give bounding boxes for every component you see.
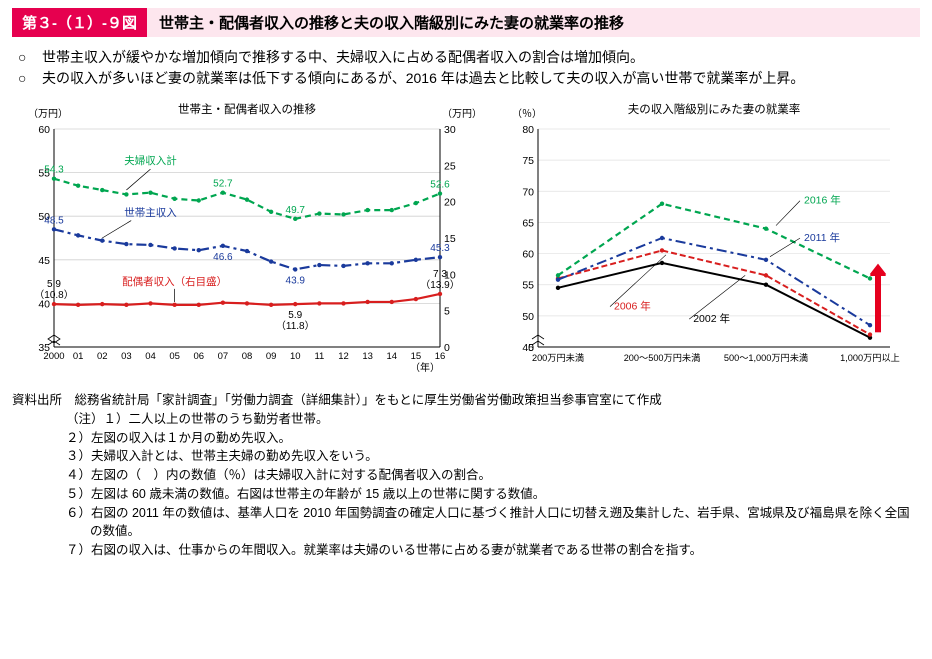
svg-text:2000: 2000: [43, 351, 64, 362]
svg-text:（10.8）: （10.8）: [34, 289, 73, 301]
svg-text:世帯主収入: 世帯主収入: [124, 206, 177, 219]
svg-text:08: 08: [242, 351, 253, 362]
svg-text:30: 30: [444, 124, 456, 136]
source-block: 資料出所 総務省統計局「家計調査」「労働力調査（詳細集計）」をもとに厚生労働省労…: [12, 391, 920, 560]
svg-text:（11.8）: （11.8）: [276, 320, 315, 332]
svg-text:07: 07: [218, 351, 229, 362]
svg-text:60: 60: [38, 124, 50, 136]
svg-text:（％）: （％）: [512, 108, 542, 120]
bullet-text: 夫の収入が多いほど妻の就業率は低下する傾向にあるが、2016 年は過去と比較して…: [42, 68, 804, 89]
svg-text:世帯主・配偶者収入の推移: 世帯主・配偶者収入の推移: [178, 102, 316, 116]
figure-number: 第３-（１）-９図: [12, 8, 147, 37]
note-line: ５）左図は 60 歳未満の数値。右図は世帯主の年齢が 15 歳以上の世帯に関する…: [12, 485, 920, 504]
svg-text:13: 13: [362, 351, 373, 362]
svg-text:2002 年: 2002 年: [693, 312, 730, 325]
svg-text:80: 80: [522, 124, 534, 136]
svg-text:54.3: 54.3: [44, 165, 64, 176]
right-chart-svg: 45505560657075800200万円未満200～500万円未満500～1…: [498, 101, 918, 381]
svg-text:（万円）: （万円）: [28, 108, 68, 120]
svg-text:05: 05: [169, 351, 180, 362]
svg-text:02: 02: [97, 351, 108, 362]
svg-text:5: 5: [444, 306, 450, 318]
note-line: ３）夫婦収入計とは、世帯主夫婦の勤め先収入をいう。: [12, 447, 920, 466]
svg-text:11: 11: [314, 351, 324, 362]
svg-text:48.5: 48.5: [44, 215, 64, 226]
svg-text:70: 70: [522, 186, 534, 198]
svg-text:52.7: 52.7: [213, 179, 233, 190]
svg-text:49.7: 49.7: [286, 205, 306, 216]
svg-text:2016 年: 2016 年: [804, 194, 841, 207]
svg-text:03: 03: [121, 351, 132, 362]
svg-text:500～1,000万円未満: 500～1,000万円未満: [724, 352, 808, 363]
summary-bullets: ○世帯主収入が緩やかな増加傾向で推移する中、夫婦収入に占める配偶者収入の割合は増…: [18, 47, 920, 89]
bullet-circle-icon: ○: [18, 68, 42, 89]
svg-text:09: 09: [266, 351, 277, 362]
svg-text:2011 年: 2011 年: [804, 231, 840, 244]
figure-title: 世帯主・配偶者収入の推移と夫の収入階級別にみた妻の就業率の推移: [147, 8, 920, 37]
note-line: ６）右図の 2011 年の数値は、基準人口を 2010 年国勢調査の確定人口に基…: [12, 504, 920, 542]
svg-text:14: 14: [386, 351, 397, 362]
svg-text:55: 55: [522, 280, 534, 292]
svg-text:25: 25: [444, 160, 456, 172]
svg-text:7.3: 7.3: [433, 269, 447, 280]
svg-text:43.9: 43.9: [286, 275, 306, 286]
svg-text:配偶者収入（右目盛）: 配偶者収入（右目盛）: [122, 275, 227, 288]
svg-text:52.6: 52.6: [430, 180, 450, 191]
svg-text:75: 75: [522, 155, 534, 167]
svg-text:5.9: 5.9: [47, 279, 61, 290]
note-line: ４）左図の（ ）内の数値（％）は夫婦収入計に対する配偶者収入の割合。: [12, 466, 920, 485]
svg-text:夫の収入階級別にみた妻の就業率: 夫の収入階級別にみた妻の就業率: [628, 102, 801, 116]
left-chart-svg: 3540455055600510152025302000010203040506…: [12, 101, 482, 381]
svg-text:50: 50: [522, 311, 534, 323]
svg-text:15: 15: [411, 351, 422, 362]
svg-text:夫婦収入計: 夫婦収入計: [124, 154, 177, 167]
svg-text:04: 04: [145, 351, 156, 362]
svg-text:（万円）: （万円）: [442, 108, 482, 120]
svg-text:46.6: 46.6: [213, 252, 233, 263]
right-chart: 45505560657075800200万円未満200～500万円未満500～1…: [498, 101, 918, 381]
svg-text:10: 10: [290, 351, 301, 362]
svg-text:（13.9）: （13.9）: [420, 279, 459, 291]
figure-header: 第３-（１）-９図 世帯主・配偶者収入の推移と夫の収入階級別にみた妻の就業率の推…: [12, 8, 920, 37]
svg-text:5.9: 5.9: [288, 310, 302, 321]
svg-text:60: 60: [522, 249, 534, 261]
source-line: 資料出所 総務省統計局「家計調査」「労働力調査（詳細集計）」をもとに厚生労働省労…: [12, 391, 920, 410]
svg-text:65: 65: [522, 217, 534, 229]
svg-text:20: 20: [444, 197, 456, 209]
svg-text:200～500万円未満: 200～500万円未満: [624, 352, 701, 363]
svg-text:1,000万円以上: 1,000万円以上: [840, 353, 900, 363]
svg-text:45: 45: [38, 255, 50, 267]
note-line: ７）右図の収入は、仕事からの年間収入。就業率は夫婦のいる世帯に占める妻が就業者で…: [12, 541, 920, 560]
svg-text:06: 06: [193, 351, 204, 362]
bullet-circle-icon: ○: [18, 47, 42, 68]
note-line: ２）左図の収入は１か月の勤め先収入。: [12, 429, 920, 448]
svg-text:01: 01: [73, 351, 84, 362]
charts-row: 3540455055600510152025302000010203040506…: [12, 101, 920, 381]
svg-text:45.3: 45.3: [430, 243, 450, 254]
svg-text:16: 16: [435, 351, 446, 362]
svg-text:200万円未満: 200万円未満: [532, 352, 584, 363]
note-line: （注）１）二人以上の世帯のうち勤労者世帯。: [12, 410, 920, 429]
bullet-text: 世帯主収入が緩やかな増加傾向で推移する中、夫婦収入に占める配偶者収入の割合は増加…: [42, 47, 644, 68]
svg-text:2006 年: 2006 年: [614, 300, 651, 313]
left-chart: 3540455055600510152025302000010203040506…: [12, 101, 482, 381]
svg-text:（年）: （年）: [410, 361, 440, 374]
svg-text:12: 12: [338, 351, 349, 362]
